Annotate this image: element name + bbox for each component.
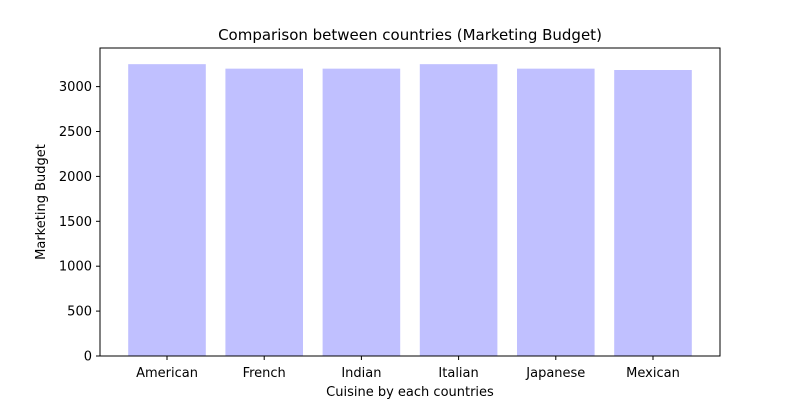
axes-group: American French Indian Italian Japanese Mexic… [59, 47, 721, 381]
bar-indian [322, 68, 401, 356]
x-tick-label: French [243, 366, 286, 381]
x-tick-label: Indian [341, 366, 381, 381]
bars-group [128, 64, 692, 356]
x-tick-label: Mexican [626, 366, 680, 381]
y-tick-label: 1000 [59, 260, 92, 275]
y-tick-label: 3000 [59, 80, 92, 95]
y-tick-label: 500 [67, 305, 92, 320]
bar-american [128, 64, 206, 356]
bar-french [225, 68, 303, 356]
y-tick-label: 2000 [59, 170, 92, 185]
bar-mexican [614, 70, 692, 356]
chart-title: Comparison between countries (Marketing … [218, 26, 602, 44]
plot-frame [99, 47, 721, 357]
bar-japanese [517, 68, 595, 356]
y-axis-label: Marketing Budget [34, 144, 49, 260]
x-tick-label: American [136, 366, 198, 381]
x-axis-label: Cuisine by each countries [326, 385, 494, 400]
x-tick-label: Japanese [525, 366, 585, 381]
bar-italian [419, 64, 498, 356]
y-tick-label: 0 [84, 350, 92, 365]
y-tick-label: 1500 [59, 215, 92, 230]
y-tick-label: 2500 [59, 125, 92, 140]
x-tick-label: Italian [438, 366, 478, 381]
